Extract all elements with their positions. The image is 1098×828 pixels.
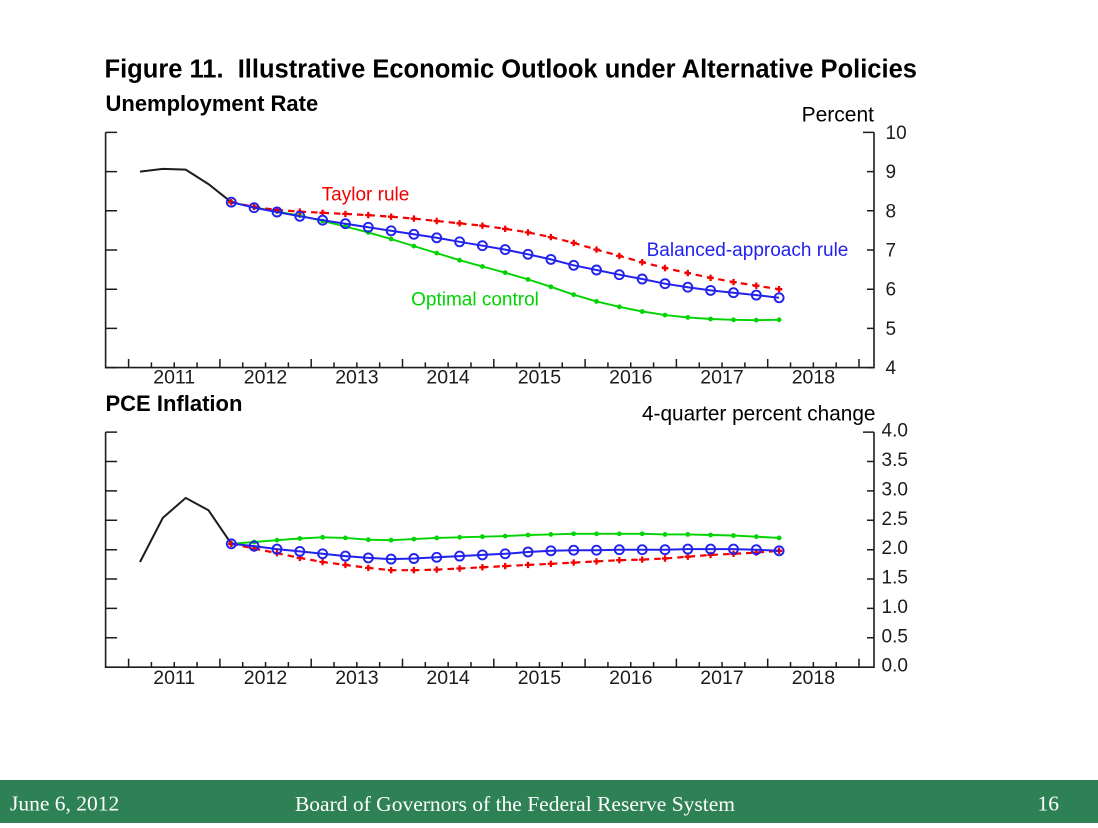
svg-text:2017: 2017 bbox=[700, 367, 743, 389]
svg-text:2013: 2013 bbox=[335, 367, 378, 389]
svg-text:2012: 2012 bbox=[244, 367, 287, 389]
svg-text:1.5: 1.5 bbox=[882, 568, 908, 589]
svg-text:2011: 2011 bbox=[153, 667, 195, 689]
svg-text:2014: 2014 bbox=[426, 667, 470, 689]
svg-text:7: 7 bbox=[886, 241, 897, 262]
svg-text:9: 9 bbox=[886, 162, 897, 183]
svg-text:2018: 2018 bbox=[792, 667, 835, 689]
svg-text:5: 5 bbox=[886, 319, 897, 340]
svg-text:3.5: 3.5 bbox=[882, 450, 908, 471]
svg-text:Board of Governors of the Fede: Board of Governors of the Federal Reserv… bbox=[295, 792, 735, 816]
svg-text:8: 8 bbox=[886, 201, 897, 222]
svg-text:Optimal control: Optimal control bbox=[411, 290, 539, 311]
svg-text:Figure 11. Illustrative Econo: Figure 11. Illustrative Economic Outlook… bbox=[105, 55, 917, 83]
svg-text:4-quarter percent change: 4-quarter percent change bbox=[642, 403, 876, 426]
svg-text:2016: 2016 bbox=[609, 667, 652, 689]
svg-text:2014: 2014 bbox=[426, 367, 470, 389]
svg-text:2.5: 2.5 bbox=[882, 509, 908, 530]
svg-text:2.0: 2.0 bbox=[882, 538, 908, 559]
svg-text:Unemployment Rate: Unemployment Rate bbox=[106, 91, 319, 116]
svg-text:3.0: 3.0 bbox=[882, 479, 908, 500]
svg-text:0.0: 0.0 bbox=[882, 656, 908, 677]
svg-text:2015: 2015 bbox=[518, 367, 562, 389]
svg-text:Percent: Percent bbox=[802, 104, 875, 127]
svg-text:10: 10 bbox=[886, 123, 907, 144]
svg-text:PCE Inflation: PCE Inflation bbox=[106, 391, 243, 416]
svg-text:16: 16 bbox=[1038, 792, 1060, 816]
svg-text:2016: 2016 bbox=[609, 367, 652, 389]
svg-text:4.0: 4.0 bbox=[882, 421, 908, 442]
svg-text:Taylor rule: Taylor rule bbox=[322, 185, 410, 206]
svg-text:0.5: 0.5 bbox=[882, 626, 908, 647]
svg-text:June 6, 2012: June 6, 2012 bbox=[10, 792, 119, 816]
svg-text:2011: 2011 bbox=[153, 367, 195, 389]
svg-text:2018: 2018 bbox=[792, 367, 835, 389]
svg-text:2015: 2015 bbox=[518, 667, 562, 689]
svg-text:Balanced-approach rule: Balanced-approach rule bbox=[647, 240, 849, 261]
svg-text:4: 4 bbox=[886, 358, 897, 379]
svg-text:1.0: 1.0 bbox=[882, 597, 908, 618]
svg-text:6: 6 bbox=[886, 280, 897, 301]
svg-text:2012: 2012 bbox=[244, 667, 287, 689]
svg-text:2013: 2013 bbox=[335, 667, 378, 689]
svg-text:2017: 2017 bbox=[700, 667, 743, 689]
